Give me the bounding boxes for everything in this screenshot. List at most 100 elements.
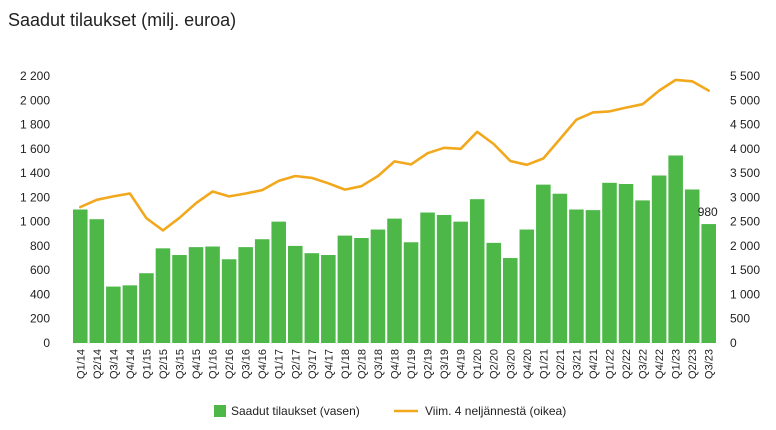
x-tick-label: Q1/19 bbox=[406, 349, 418, 379]
x-tick-label: Q2/17 bbox=[290, 349, 302, 379]
x-tick-label: Q2/21 bbox=[555, 349, 567, 379]
bar bbox=[536, 184, 551, 343]
bar bbox=[155, 248, 171, 343]
bar bbox=[585, 210, 601, 343]
y-left-tick-label: 2 200 bbox=[20, 69, 50, 83]
y-right-tick-label: 2 500 bbox=[730, 215, 760, 229]
x-tick-label: Q3/21 bbox=[571, 349, 583, 379]
bar bbox=[618, 184, 634, 343]
bar bbox=[238, 247, 253, 343]
y-left-tick-label: 1 200 bbox=[20, 190, 50, 204]
bar bbox=[188, 247, 204, 343]
bar bbox=[453, 221, 468, 343]
x-tick-label: Q1/17 bbox=[274, 349, 286, 379]
y-right-tick-label: 3 000 bbox=[730, 190, 760, 204]
x-tick-label: Q3/14 bbox=[108, 349, 120, 379]
bar bbox=[337, 235, 353, 343]
x-tick-label: Q1/16 bbox=[208, 349, 220, 379]
x-tick-label: Q2/19 bbox=[423, 349, 435, 379]
bar bbox=[370, 229, 386, 343]
y-left-tick-label: 2 000 bbox=[20, 93, 50, 107]
x-tick-label: Q2/15 bbox=[158, 349, 170, 379]
bar-series bbox=[72, 155, 717, 343]
y-right-tick-label: 4 500 bbox=[730, 118, 760, 132]
x-tick-label: Q2/23 bbox=[687, 349, 699, 379]
x-tick-label: Q1/15 bbox=[141, 349, 153, 379]
bar bbox=[684, 189, 700, 343]
bar bbox=[122, 285, 138, 343]
x-tick-label: Q4/22 bbox=[654, 349, 666, 379]
x-tick-label: Q2/14 bbox=[92, 349, 104, 379]
bar bbox=[139, 273, 154, 343]
bar bbox=[304, 253, 320, 343]
line-series bbox=[79, 78, 711, 232]
x-tick-label: Q3/23 bbox=[704, 349, 716, 379]
x-tick-label: Q4/16 bbox=[257, 349, 269, 379]
x-tick-label: Q1/21 bbox=[538, 349, 550, 379]
x-tick-label: Q3/16 bbox=[241, 349, 253, 379]
x-tick-label: Q4/14 bbox=[125, 349, 137, 379]
bar bbox=[569, 209, 584, 343]
x-tick-label: Q3/15 bbox=[175, 349, 187, 379]
y-left-tick-label: 400 bbox=[30, 287, 50, 301]
bar bbox=[602, 182, 617, 343]
x-tick-label: Q3/19 bbox=[439, 349, 451, 379]
bar bbox=[502, 258, 518, 343]
y-left-tick-label: 0 bbox=[43, 336, 50, 350]
x-tick-label: Q4/15 bbox=[191, 349, 203, 379]
bar bbox=[668, 155, 683, 343]
bar bbox=[403, 242, 419, 343]
bar bbox=[469, 199, 485, 343]
bar bbox=[106, 286, 121, 343]
y-axis-right: 0 500 1 000 1 500 2 000 2 500 3 000 3 500 4 000 4… bbox=[730, 69, 760, 350]
x-tick-label: Q3/18 bbox=[373, 349, 385, 379]
bar bbox=[321, 255, 336, 343]
y-left-tick-label: 800 bbox=[30, 239, 50, 253]
x-tick-label: Q2/22 bbox=[621, 349, 633, 379]
x-tick-label: Q4/17 bbox=[323, 349, 335, 379]
y-right-tick-label: 5 500 bbox=[730, 69, 760, 83]
bar bbox=[701, 224, 717, 343]
x-axis: Q1/14 Q2/14 Q3/14 Q4/14 Q1/15 Q2/15 Q3/15 Q4/15… bbox=[75, 349, 715, 379]
legend-label: Saadut tilaukset (vasen) bbox=[231, 404, 360, 418]
x-tick-label: Q3/22 bbox=[638, 349, 650, 379]
bar bbox=[486, 242, 502, 343]
y-axis-left: 0 200 400 600 800 1 000 1 200 1 400 1 600 1 800 2 … bbox=[20, 69, 50, 350]
x-tick-label: Q2/18 bbox=[356, 349, 368, 379]
bar bbox=[72, 209, 88, 343]
y-right-tick-label: 0 bbox=[730, 336, 737, 350]
bar bbox=[635, 200, 650, 343]
chart-title: Saadut tilaukset (milj. euroa) bbox=[8, 10, 237, 30]
y-left-tick-label: 200 bbox=[30, 312, 50, 326]
x-tick-label: Q1/23 bbox=[671, 349, 683, 379]
bar bbox=[205, 246, 220, 343]
x-tick-label: Q1/18 bbox=[340, 349, 352, 379]
y-right-tick-label: 5 000 bbox=[730, 93, 760, 107]
x-tick-label: Q4/21 bbox=[588, 349, 600, 379]
bar bbox=[354, 238, 369, 343]
data-label: 980 bbox=[698, 205, 718, 219]
series-line bbox=[79, 78, 711, 232]
legend-label: Viim. 4 neljännestä (oikea) bbox=[425, 404, 566, 418]
y-left-tick-label: 600 bbox=[30, 263, 50, 277]
x-tick-label: Q1/22 bbox=[605, 349, 617, 379]
x-tick-label: Q1/20 bbox=[472, 349, 484, 379]
y-right-tick-label: 3 500 bbox=[730, 166, 760, 180]
legend-swatch-bar bbox=[214, 405, 226, 417]
y-right-tick-label: 1 000 bbox=[730, 287, 760, 301]
bar bbox=[287, 245, 303, 343]
x-tick-label: Q3/20 bbox=[505, 349, 517, 379]
x-tick-label: Q2/20 bbox=[489, 349, 501, 379]
annotations: 980 bbox=[698, 205, 718, 219]
y-right-tick-label: 500 bbox=[730, 312, 750, 326]
bar bbox=[552, 193, 568, 343]
x-tick-label: Q4/18 bbox=[390, 349, 402, 379]
bar bbox=[89, 219, 105, 343]
bar bbox=[254, 239, 270, 343]
bar bbox=[172, 255, 187, 343]
y-left-tick-label: 1 400 bbox=[20, 166, 50, 180]
y-left-tick-label: 1 600 bbox=[20, 142, 50, 156]
bar bbox=[519, 229, 535, 343]
bar bbox=[651, 175, 667, 343]
